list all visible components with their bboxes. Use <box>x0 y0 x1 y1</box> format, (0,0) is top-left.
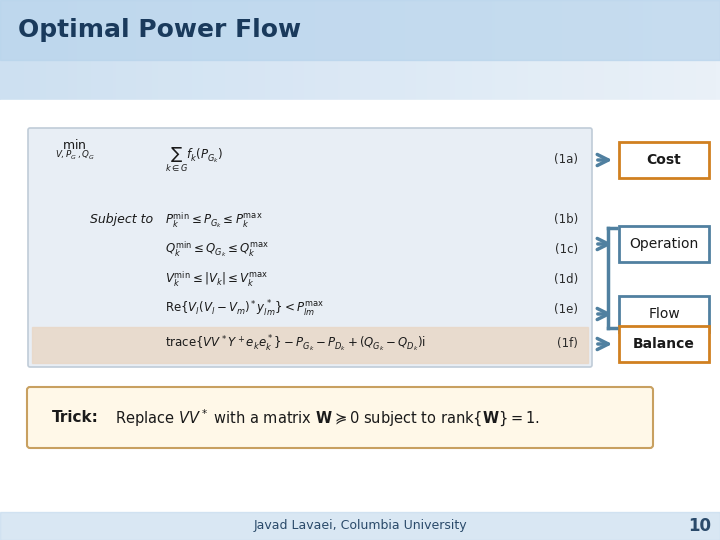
Text: Flow: Flow <box>648 307 680 321</box>
FancyBboxPatch shape <box>28 128 592 367</box>
FancyBboxPatch shape <box>619 326 709 362</box>
Text: $P_k^{\min} \leq P_{G_k} \leq P_k^{\max}$: $P_k^{\min} \leq P_{G_k} \leq P_k^{\max}… <box>165 210 263 230</box>
Text: 10: 10 <box>688 517 711 535</box>
Text: (1a): (1a) <box>554 153 578 166</box>
Text: $\sum_{k \in G} f_k(P_{G_k})$: $\sum_{k \in G} f_k(P_{G_k})$ <box>165 146 223 174</box>
Text: $\mathrm{Re}\{V_l(V_l - V_m)^* y^*_{lm}\} < P^{\max}_{lm}$: $\mathrm{Re}\{V_l(V_l - V_m)^* y^*_{lm}\… <box>165 299 324 319</box>
Bar <box>0 0 720 60</box>
Text: Replace $VV^*$ with a matrix $\mathbf{W} \succeq 0$ subject to $\mathrm{rank}\{\: Replace $VV^*$ with a matrix $\mathbf{W}… <box>115 408 540 429</box>
Bar <box>0 100 720 540</box>
Text: $V_k^{\min} \leq |V_k| \leq V_k^{\max}$: $V_k^{\min} \leq |V_k| \leq V_k^{\max}$ <box>165 269 269 289</box>
Text: Balance: Balance <box>633 337 695 351</box>
Text: (1f): (1f) <box>557 338 578 350</box>
Text: Javad Lavaei, Columbia University: Javad Lavaei, Columbia University <box>253 519 467 532</box>
Text: (1b): (1b) <box>554 213 578 226</box>
Bar <box>0 512 720 540</box>
Bar <box>32 327 588 363</box>
Text: $\mathrm{trace}\{VV^*Y^+e_ke_k^*\} - P_{G_k} - P_{D_k} + (Q_{G_k} - Q_{D_k})\mat: $\mathrm{trace}\{VV^*Y^+e_ke_k^*\} - P_{… <box>165 334 426 354</box>
Text: Trick:: Trick: <box>52 410 99 426</box>
Text: $\min_{V,P_G,Q_G}$: $\min_{V,P_G,Q_G}$ <box>55 138 95 162</box>
Text: (1c): (1c) <box>555 242 578 255</box>
Text: Optimal Power Flow: Optimal Power Flow <box>18 18 301 42</box>
FancyBboxPatch shape <box>619 142 709 178</box>
Text: (1e): (1e) <box>554 302 578 315</box>
Text: Subject to: Subject to <box>90 213 153 226</box>
FancyBboxPatch shape <box>619 226 709 262</box>
FancyBboxPatch shape <box>27 387 653 448</box>
Text: (1d): (1d) <box>554 273 578 286</box>
FancyBboxPatch shape <box>619 296 709 332</box>
Text: $Q_k^{\min} \leq Q_{G_k} \leq Q_k^{\max}$: $Q_k^{\min} \leq Q_{G_k} \leq Q_k^{\max}… <box>165 239 269 259</box>
Text: Cost: Cost <box>647 153 681 167</box>
Text: Operation: Operation <box>629 237 698 251</box>
